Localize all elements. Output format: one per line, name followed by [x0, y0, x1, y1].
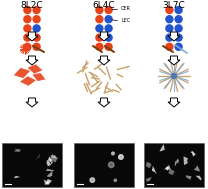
Circle shape — [174, 15, 183, 23]
Polygon shape — [44, 180, 49, 185]
Circle shape — [95, 33, 104, 42]
Polygon shape — [14, 149, 21, 152]
Polygon shape — [183, 156, 188, 165]
Circle shape — [104, 24, 113, 33]
Circle shape — [95, 24, 104, 33]
Circle shape — [165, 24, 174, 33]
Polygon shape — [196, 175, 202, 180]
Polygon shape — [33, 73, 45, 81]
Circle shape — [174, 43, 183, 51]
Text: 6L4C: 6L4C — [93, 1, 115, 10]
Circle shape — [95, 15, 104, 23]
Text: 3L7C: 3L7C — [163, 1, 185, 10]
Polygon shape — [98, 32, 110, 41]
Polygon shape — [50, 155, 58, 163]
Polygon shape — [168, 169, 175, 175]
Polygon shape — [98, 98, 110, 107]
Polygon shape — [146, 177, 152, 182]
Circle shape — [165, 6, 174, 14]
Circle shape — [32, 43, 41, 51]
Circle shape — [23, 33, 32, 42]
Bar — [144, 143, 204, 187]
Circle shape — [165, 15, 174, 23]
Circle shape — [174, 24, 183, 33]
Polygon shape — [26, 32, 38, 41]
Text: 8L2C: 8L2C — [21, 1, 43, 10]
Polygon shape — [21, 77, 36, 85]
Polygon shape — [50, 160, 53, 165]
Polygon shape — [28, 65, 42, 74]
Polygon shape — [46, 169, 54, 171]
Polygon shape — [50, 154, 57, 158]
Circle shape — [108, 162, 114, 168]
Polygon shape — [46, 179, 52, 185]
Polygon shape — [26, 56, 38, 65]
Polygon shape — [176, 159, 179, 164]
Circle shape — [104, 43, 113, 51]
Polygon shape — [165, 165, 171, 170]
Circle shape — [111, 152, 114, 155]
Polygon shape — [168, 56, 180, 65]
Bar — [74, 143, 134, 187]
Bar — [2, 143, 62, 187]
Circle shape — [119, 155, 123, 159]
Circle shape — [172, 74, 177, 78]
Polygon shape — [26, 98, 38, 107]
Circle shape — [23, 15, 32, 23]
Polygon shape — [160, 144, 165, 151]
Polygon shape — [98, 56, 110, 65]
Polygon shape — [175, 161, 177, 166]
Circle shape — [32, 15, 41, 23]
Circle shape — [174, 33, 183, 42]
Circle shape — [23, 6, 32, 14]
Text: CER: CER — [121, 6, 131, 11]
Polygon shape — [48, 156, 52, 162]
Polygon shape — [146, 162, 151, 168]
Polygon shape — [168, 98, 180, 107]
Circle shape — [165, 43, 174, 51]
Text: LEC: LEC — [121, 19, 130, 23]
Polygon shape — [36, 154, 40, 160]
Circle shape — [90, 178, 95, 182]
Circle shape — [23, 24, 32, 33]
Circle shape — [104, 15, 113, 23]
Circle shape — [114, 179, 116, 182]
Circle shape — [23, 43, 32, 51]
Circle shape — [104, 33, 113, 42]
Circle shape — [32, 33, 41, 42]
Polygon shape — [14, 176, 20, 178]
Circle shape — [165, 33, 174, 42]
Polygon shape — [47, 160, 51, 166]
Polygon shape — [47, 171, 52, 177]
Polygon shape — [168, 32, 180, 41]
Circle shape — [32, 24, 41, 33]
Polygon shape — [14, 68, 30, 78]
Polygon shape — [164, 167, 169, 171]
Circle shape — [174, 6, 183, 14]
Circle shape — [95, 43, 104, 51]
Polygon shape — [191, 151, 197, 156]
Polygon shape — [152, 166, 157, 174]
Polygon shape — [194, 166, 200, 172]
Circle shape — [104, 6, 113, 14]
Circle shape — [95, 6, 104, 14]
Circle shape — [32, 6, 41, 14]
Polygon shape — [186, 175, 192, 180]
